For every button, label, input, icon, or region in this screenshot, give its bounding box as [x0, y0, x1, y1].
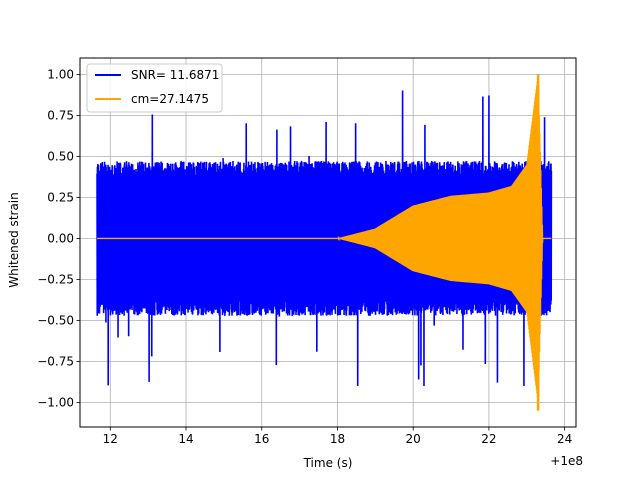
y-tick-label: 0.00: [47, 231, 74, 245]
x-tick-label: 18: [330, 432, 345, 446]
x-tick-label: 16: [254, 432, 269, 446]
y-tick-label: 0.75: [47, 108, 74, 122]
x-tick-label: 22: [481, 432, 496, 446]
y-tick-label: −1.00: [37, 395, 74, 409]
legend-label-snr: SNR= 11.6871: [131, 68, 219, 82]
x-axis-label: Time (s): [303, 456, 353, 470]
y-tick-label: −0.50: [37, 313, 74, 327]
x-tick-label: 14: [178, 432, 193, 446]
y-tick-label: 1.00: [47, 67, 74, 81]
snr-series-line: [96, 90, 553, 387]
cm-series-line: [97, 77, 552, 402]
y-tick-label: −0.25: [37, 272, 74, 286]
y-tick-label: 0.25: [47, 190, 74, 204]
plot-area: [96, 74, 553, 411]
y-axis-label: Whitened strain: [7, 192, 21, 288]
y-tick-label: −0.75: [37, 354, 74, 368]
legend-label-cm: cm=27.1475: [131, 92, 209, 106]
y-tick-label: 0.50: [47, 149, 74, 163]
axes-frame: [79, 57, 577, 428]
axis-ticks: 12 14 16 18 20 22 24 1.00 0.75 0.50 0.25 0.00 −0.25 −…: [37, 67, 572, 446]
x-tick-label: 12: [103, 432, 118, 446]
x-tick-label: 24: [557, 432, 572, 446]
x-axis-offset-label: +1e8: [550, 454, 583, 468]
x-tick-label: 20: [406, 432, 421, 446]
legend: SNR= 11.6871 cm=27.1475: [86, 63, 223, 113]
